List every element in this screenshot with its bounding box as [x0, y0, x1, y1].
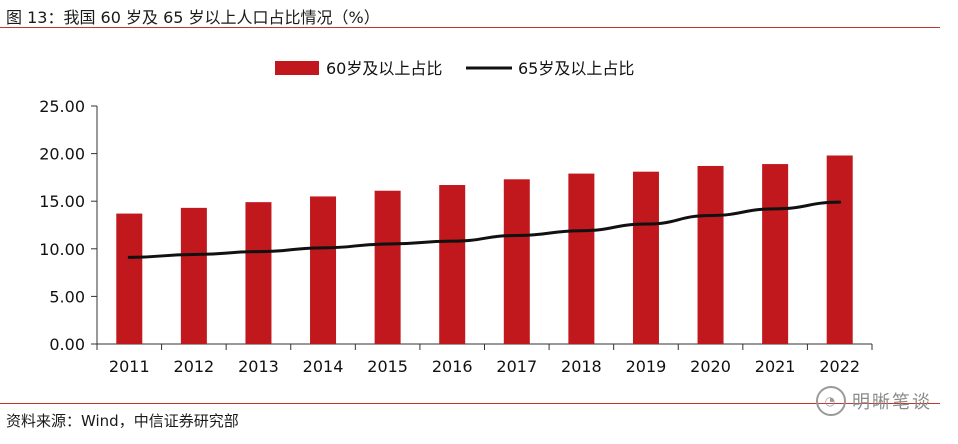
wechat-logo-icon: ◔ — [816, 386, 846, 416]
y-tick-label: 0.00 — [49, 335, 85, 354]
bar-60plus-2014 — [310, 196, 337, 344]
x-tick-label: 2021 — [755, 357, 796, 376]
y-axis: 0.00 5.00 10.00 15.00 20.00 25.00 — [39, 97, 98, 354]
bar-60plus-2021 — [762, 164, 789, 344]
figure-title: 图 13：我国 60 岁及 65 岁以上人口占比情况（%） — [6, 8, 380, 27]
y-tick-label: 10.00 — [39, 240, 85, 259]
x-tick-label: 2011 — [109, 357, 150, 376]
bar-60plus-2018 — [568, 173, 595, 344]
x-tick-label: 2012 — [174, 357, 215, 376]
x-tick-label: 2017 — [496, 357, 537, 376]
y-tick-label: 5.00 — [49, 287, 85, 306]
y-tick-label: 15.00 — [39, 192, 85, 211]
legend-label-bar: 60岁及以上占比 — [326, 59, 442, 78]
line-series — [127, 200, 842, 259]
x-tick-label: 2013 — [238, 357, 279, 376]
footer-divider — [0, 403, 940, 404]
x-axis: 2011 2012 2013 2014 2015 2016 2017 2018 2019 2020… — [96, 343, 873, 376]
bar-60plus-2016 — [439, 185, 466, 344]
x-tick-label: 2022 — [819, 357, 860, 376]
bar-60plus-2011 — [116, 213, 143, 344]
watermark: ◔ 明晰笔谈 — [816, 386, 932, 416]
bar-60plus-2017 — [503, 179, 530, 344]
chart: 60岁及以上占比 65岁及以上占比 0.00 5.00 10.00 15.00 20.00… — [39, 59, 873, 376]
chart-legend: 60岁及以上占比 65岁及以上占比 — [275, 59, 634, 78]
x-tick-label: 2016 — [432, 357, 473, 376]
bar-60plus-2019 — [632, 171, 659, 344]
x-tick-label: 2018 — [561, 357, 602, 376]
y-tick-label: 25.00 — [39, 97, 85, 116]
source-note: 资料来源：Wind，中信证券研究部 — [6, 412, 239, 430]
x-tick-label: 2019 — [626, 357, 667, 376]
watermark-text: 明晰笔谈 — [852, 392, 932, 413]
x-tick-label: 2020 — [690, 357, 731, 376]
bar-60plus-2020 — [697, 165, 724, 344]
x-tick-label: 2014 — [303, 357, 344, 376]
y-tick-label: 20.00 — [39, 145, 85, 164]
title-divider — [0, 27, 940, 28]
bar-series — [116, 155, 853, 344]
bar-60plus-2022 — [826, 155, 853, 344]
bar-60plus-2012 — [180, 207, 207, 344]
legend-label-line: 65岁及以上占比 — [518, 59, 634, 78]
bar-60plus-2015 — [374, 190, 401, 344]
line-65plus — [127, 200, 842, 259]
legend-swatch-bar — [275, 61, 319, 75]
x-tick-label: 2015 — [367, 357, 408, 376]
bar-60plus-2013 — [245, 202, 272, 344]
